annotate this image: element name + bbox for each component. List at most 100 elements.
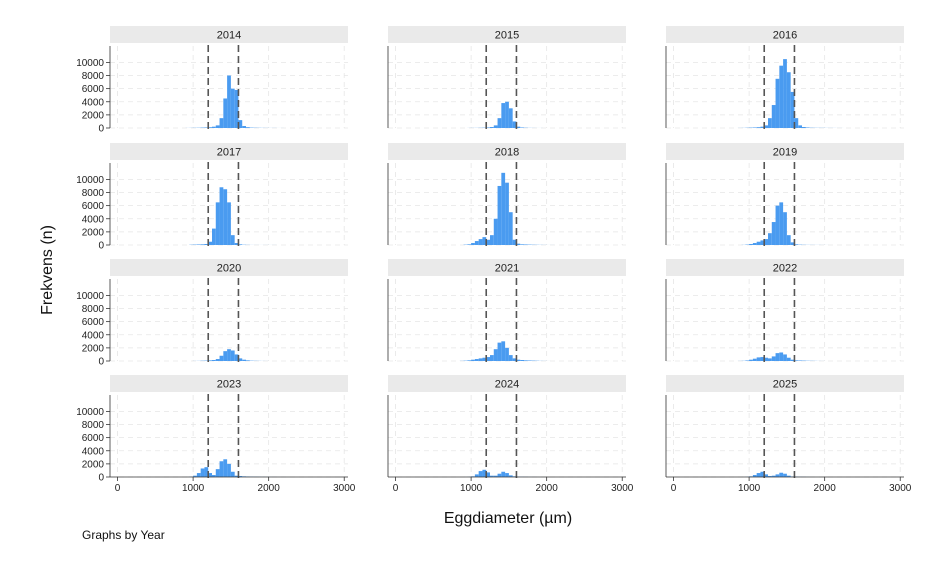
histogram-bar (497, 185, 502, 245)
y-tick-label: 0 (98, 124, 104, 135)
histogram-bar (227, 463, 231, 477)
histogram-bar (204, 467, 209, 477)
x-tick-label: 0 (393, 483, 399, 494)
histogram-bar (779, 202, 784, 245)
histogram-bar (242, 359, 246, 361)
y-tick-label: 2000 (82, 459, 105, 470)
histogram-bar (775, 78, 780, 128)
x-tick-label: 3000 (611, 483, 634, 494)
histogram-bar (474, 359, 479, 361)
strip-2025 (666, 375, 904, 392)
histogram-bar (794, 244, 799, 245)
histogram-bar (505, 182, 509, 245)
histogram-bar (786, 72, 791, 128)
y-tick-label: 2000 (82, 343, 105, 354)
histogram-bar (501, 172, 506, 245)
histogram-bar (775, 474, 780, 477)
histogram-bar (512, 358, 517, 361)
histogram-bar (467, 360, 472, 361)
strip-2022 (666, 259, 904, 276)
histogram-bar (512, 121, 517, 128)
histogram-bar (208, 360, 212, 361)
panel-2025: 2025 0 1000 2000 3000 (665, 375, 912, 494)
histogram-bar (508, 475, 513, 477)
histogram-bar (756, 241, 761, 245)
panel-2019: 2019 (665, 143, 904, 246)
histogram-bar (493, 349, 498, 361)
histogram-bar (223, 98, 228, 128)
histogram-bar (512, 239, 517, 245)
x-tick-label: 1000 (182, 483, 205, 494)
panel-2022: 2022 (665, 259, 904, 362)
histogram-bar (505, 347, 509, 361)
histogram-bar (227, 75, 231, 128)
histogram-bar (805, 127, 810, 128)
histogram-bar (215, 125, 220, 128)
strip-label-2020: 2020 (217, 263, 241, 275)
panel-2021: 2021 (387, 259, 626, 362)
histogram-bar (497, 342, 502, 361)
y-tick-label: 4000 (82, 214, 105, 225)
histogram-bar (779, 352, 784, 361)
histogram-bar (501, 471, 506, 477)
histogram-bar (212, 126, 216, 128)
histogram-bar (779, 472, 784, 477)
histogram-bar (242, 126, 246, 128)
y-tick-label: 4000 (82, 97, 105, 108)
histogram-bar (478, 239, 483, 245)
y-tick-label: 2000 (82, 227, 105, 238)
y-tick-label: 6000 (82, 201, 105, 212)
histogram-bar (783, 212, 787, 245)
histogram-bar (760, 471, 765, 477)
histogram-bar (520, 127, 524, 128)
histogram-bar (482, 237, 487, 245)
y-tick-label: 6000 (82, 317, 105, 328)
histogram-bar (752, 358, 757, 361)
histogram-bar (752, 475, 757, 477)
histogram-bar (775, 353, 780, 361)
histogram-bar (764, 474, 768, 477)
histogram-bar (200, 468, 205, 477)
histogram-bar (230, 471, 235, 477)
histogram-bar (790, 359, 795, 361)
histogram-bar (745, 360, 750, 361)
histogram-bar (486, 239, 490, 245)
histogram-bar (204, 127, 209, 128)
histogram-bar (497, 473, 502, 477)
histogram-bar (234, 354, 239, 361)
x-tick-label: 1000 (460, 483, 483, 494)
histogram-bar (516, 243, 521, 245)
panel-2018: 2018 (387, 143, 626, 246)
y-tick-label: 4000 (82, 330, 105, 341)
histogram-bar (474, 241, 479, 245)
histogram-bar (771, 475, 776, 477)
histogram-bar (768, 358, 772, 361)
histogram-bar (768, 118, 772, 128)
histogram-bar (798, 360, 802, 361)
strip-2018 (388, 143, 626, 160)
histogram-bar (527, 360, 532, 361)
histogram-bar (493, 218, 498, 245)
histogram-bar (802, 127, 806, 128)
histogram-bar (208, 127, 212, 128)
strip-label-2018: 2018 (495, 147, 519, 159)
histogram-bar (486, 127, 490, 128)
strip-2024 (388, 375, 626, 392)
histogram-bar (775, 205, 780, 245)
histogram-bar (230, 350, 235, 361)
histogram-bar (524, 360, 528, 361)
histogram-bar (471, 359, 475, 361)
histogram-bar (223, 189, 228, 245)
histogram-bar (501, 103, 506, 128)
y-tick-label: 2000 (82, 110, 105, 121)
histogram-bar (196, 244, 201, 245)
y-tick-label: 10000 (76, 175, 104, 186)
histogram-bar (779, 65, 784, 128)
histogram-bar (238, 476, 243, 477)
histogram-bar (760, 126, 765, 128)
y-tick-label: 8000 (82, 188, 105, 199)
strip-label-2015: 2015 (495, 30, 519, 42)
histogram-bar (771, 222, 776, 245)
histogram-bar (490, 235, 494, 245)
